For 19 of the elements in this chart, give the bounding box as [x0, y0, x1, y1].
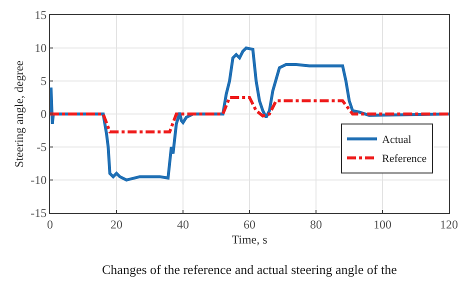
line-series — [50, 96, 449, 134]
y-tick-label: -5 — [36, 140, 47, 154]
y-tick-label: -10 — [30, 173, 47, 188]
y-tick-label: 5 — [40, 74, 47, 88]
x-tick-label: 60 — [244, 217, 256, 232]
y-axis-title: Steering angle, degree — [12, 60, 26, 168]
x-tick-label: 40 — [177, 217, 189, 232]
x-axis-title: Time, s — [232, 232, 268, 246]
legend-label: Reference — [382, 153, 427, 166]
y-tick-label: -15 — [30, 206, 47, 220]
x-tick-label: 120 — [440, 217, 458, 232]
y-tick-label: 15 — [34, 8, 47, 22]
x-tick-label: 20 — [110, 217, 122, 232]
y-tick-label: 10 — [34, 41, 47, 56]
text: Changes of the reference and actual steering angle of the — [102, 262, 398, 277]
x-tick-label: 100 — [374, 217, 392, 232]
legend-label: Actual — [382, 134, 412, 146]
x-tick-label: 80 — [310, 217, 322, 232]
y-tick-label: 0 — [40, 107, 47, 122]
